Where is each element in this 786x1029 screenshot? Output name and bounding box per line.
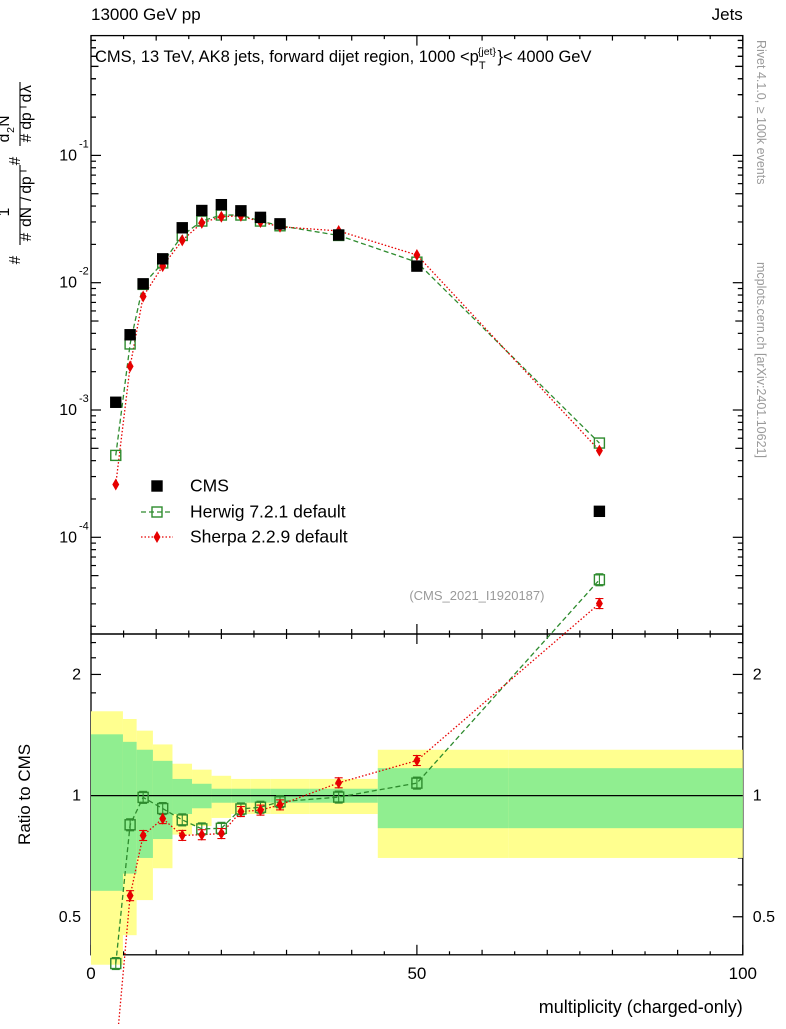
svg-text:2: 2 [72, 666, 81, 683]
svg-text:#: # [7, 255, 24, 264]
svg-text:1: 1 [753, 788, 762, 805]
svg-text:T: T [18, 103, 30, 110]
svg-text:mcplots.cern.ch [arXiv:2401.10: mcplots.cern.ch [arXiv:2401.10621] [754, 262, 768, 458]
svg-text:1: 1 [72, 788, 81, 805]
svg-text:CMS, 13 TeV, AK8 jets, forward: CMS, 13 TeV, AK8 jets, forward dijet reg… [95, 48, 479, 66]
svg-text:-1: -1 [79, 138, 89, 150]
svg-text:#: # [7, 156, 24, 165]
svg-text:1: 1 [0, 208, 13, 217]
svg-text:2: 2 [753, 666, 762, 683]
svg-text:multiplicity (charged-only): multiplicity (charged-only) [539, 997, 743, 1017]
svg-text:{jet}: {jet} [478, 46, 497, 58]
svg-text:100: 100 [729, 964, 757, 983]
svg-text:T: T [479, 60, 486, 72]
svg-text:-4: -4 [79, 520, 89, 532]
svg-text:-3: -3 [79, 393, 89, 405]
svg-text:Rivet 4.1.0, ≥ 100k events: Rivet 4.1.0, ≥ 100k events [754, 40, 768, 184]
svg-text:(CMS_2021_I1920187): (CMS_2021_I1920187) [409, 588, 544, 603]
svg-text:13000 GeV pp: 13000 GeV pp [91, 5, 201, 24]
svg-text:2: 2 [5, 127, 17, 133]
svg-text:d: d [0, 134, 13, 143]
svg-text:CMS: CMS [190, 476, 229, 496]
svg-text:T: T [18, 167, 30, 174]
svg-text:10: 10 [59, 529, 77, 546]
svg-text:0: 0 [86, 964, 95, 983]
svg-text:Herwig 7.2.1 default: Herwig 7.2.1 default [190, 502, 346, 522]
svg-text:10: 10 [59, 147, 77, 164]
svg-text:Jets: Jets [712, 5, 743, 24]
svg-text:N: N [0, 115, 13, 126]
svg-text:0.5: 0.5 [59, 909, 81, 926]
svg-text:50: 50 [407, 964, 426, 983]
svg-text:Sherpa 2.2.9 default: Sherpa 2.2.9 default [190, 527, 348, 547]
svg-text:-2: -2 [79, 266, 89, 278]
svg-text:10: 10 [59, 275, 77, 292]
svg-text:10: 10 [59, 402, 77, 419]
svg-text:Ratio to CMS: Ratio to CMS [15, 744, 34, 845]
svg-text:}< 4000 GeV: }< 4000 GeV [497, 48, 591, 66]
svg-text:0.5: 0.5 [753, 909, 775, 926]
